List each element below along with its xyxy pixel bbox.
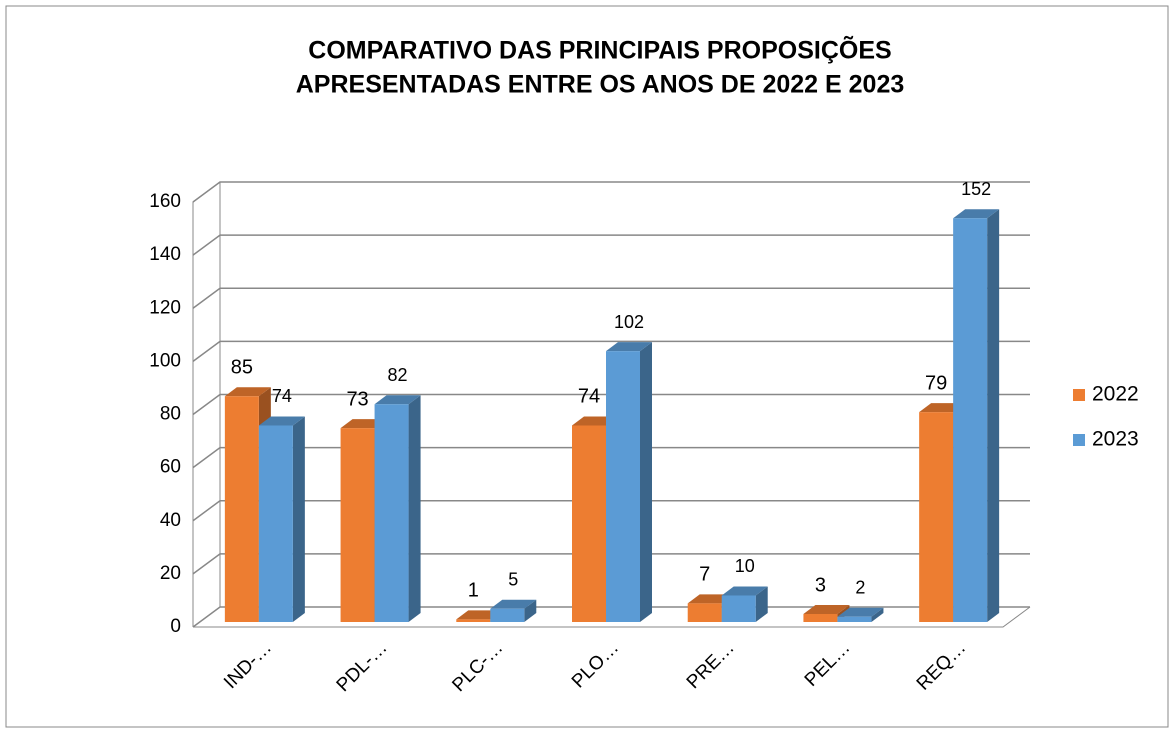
bar-face <box>837 616 872 622</box>
legend-label: 2023 <box>1092 428 1139 451</box>
bar-face <box>721 586 768 596</box>
data-label: 74 <box>578 386 600 408</box>
bar-face <box>987 209 1000 622</box>
grid-line <box>192 340 1030 362</box>
grid-line <box>192 500 1030 522</box>
data-label: 3 <box>815 574 826 596</box>
bar-face <box>837 607 884 617</box>
y-tick-label: 120 <box>149 297 181 318</box>
y-tick-label: 140 <box>149 244 181 265</box>
bar-face <box>572 425 606 622</box>
bar <box>837 607 884 622</box>
data-label: 74 <box>272 386 292 406</box>
data-label: 152 <box>961 179 991 199</box>
bar-face <box>640 342 652 622</box>
grid-line <box>192 181 1030 203</box>
bar <box>953 209 1000 622</box>
bar-face <box>340 428 375 622</box>
bar <box>258 416 305 622</box>
data-label: 10 <box>735 556 755 576</box>
data-label: 73 <box>346 388 368 410</box>
data-label: 102 <box>614 312 644 332</box>
data-label: 5 <box>508 569 518 589</box>
bar-face <box>606 351 640 622</box>
data-label: 85 <box>231 357 253 379</box>
legend-swatch <box>1073 434 1085 446</box>
grid-line <box>192 287 1030 309</box>
y-tick-label: 100 <box>149 350 181 371</box>
bar-face <box>374 395 421 405</box>
chart-title: APRESENTADAS ENTRE OS ANOS DE 2022 E 202… <box>296 71 905 99</box>
grid-line <box>192 234 1030 256</box>
bar <box>374 395 421 622</box>
data-label: 7 <box>699 564 710 586</box>
bar-face <box>919 412 954 622</box>
bar-face <box>258 416 305 426</box>
bar-face <box>606 342 652 352</box>
data-label: 82 <box>388 365 408 385</box>
bar-face <box>292 416 305 622</box>
floor <box>193 606 1031 628</box>
bar-face <box>258 425 293 622</box>
y-tick-label: 160 <box>149 191 181 212</box>
bar <box>721 586 768 622</box>
bar-face <box>953 209 1000 219</box>
bar <box>606 342 652 622</box>
y-tick-label: 20 <box>160 563 181 584</box>
bar-face <box>953 218 988 622</box>
bar-face <box>524 599 537 622</box>
y-tick-label: 60 <box>160 457 181 478</box>
bar-face <box>871 607 884 622</box>
bar-face <box>408 395 421 622</box>
bar-face <box>721 595 756 622</box>
grid-line <box>192 446 1030 469</box>
chart-title: COMPARATIVO DAS PRINCIPAIS PROPOSIÇÕES <box>308 35 891 65</box>
bar-face <box>687 603 722 622</box>
data-label: 1 <box>468 580 479 602</box>
bar-face <box>456 619 491 622</box>
bar-face <box>490 599 537 609</box>
bar-face <box>224 396 259 622</box>
y-tick-label: 80 <box>160 404 181 425</box>
data-label: 2 <box>855 577 865 597</box>
bar-face <box>490 608 525 622</box>
grid-line <box>192 553 1030 575</box>
bar-face <box>803 614 838 622</box>
bar-face <box>803 605 850 615</box>
bar-face <box>755 586 768 622</box>
legend-swatch <box>1073 389 1085 401</box>
grid-line <box>192 393 1030 416</box>
bar <box>490 599 537 622</box>
data-label: 79 <box>925 372 947 394</box>
bar-face <box>224 387 271 397</box>
bar-face <box>374 404 409 622</box>
y-tick-label: 40 <box>160 510 181 531</box>
y-tick-label: 0 <box>170 616 181 637</box>
legend-label: 2022 <box>1092 383 1139 406</box>
